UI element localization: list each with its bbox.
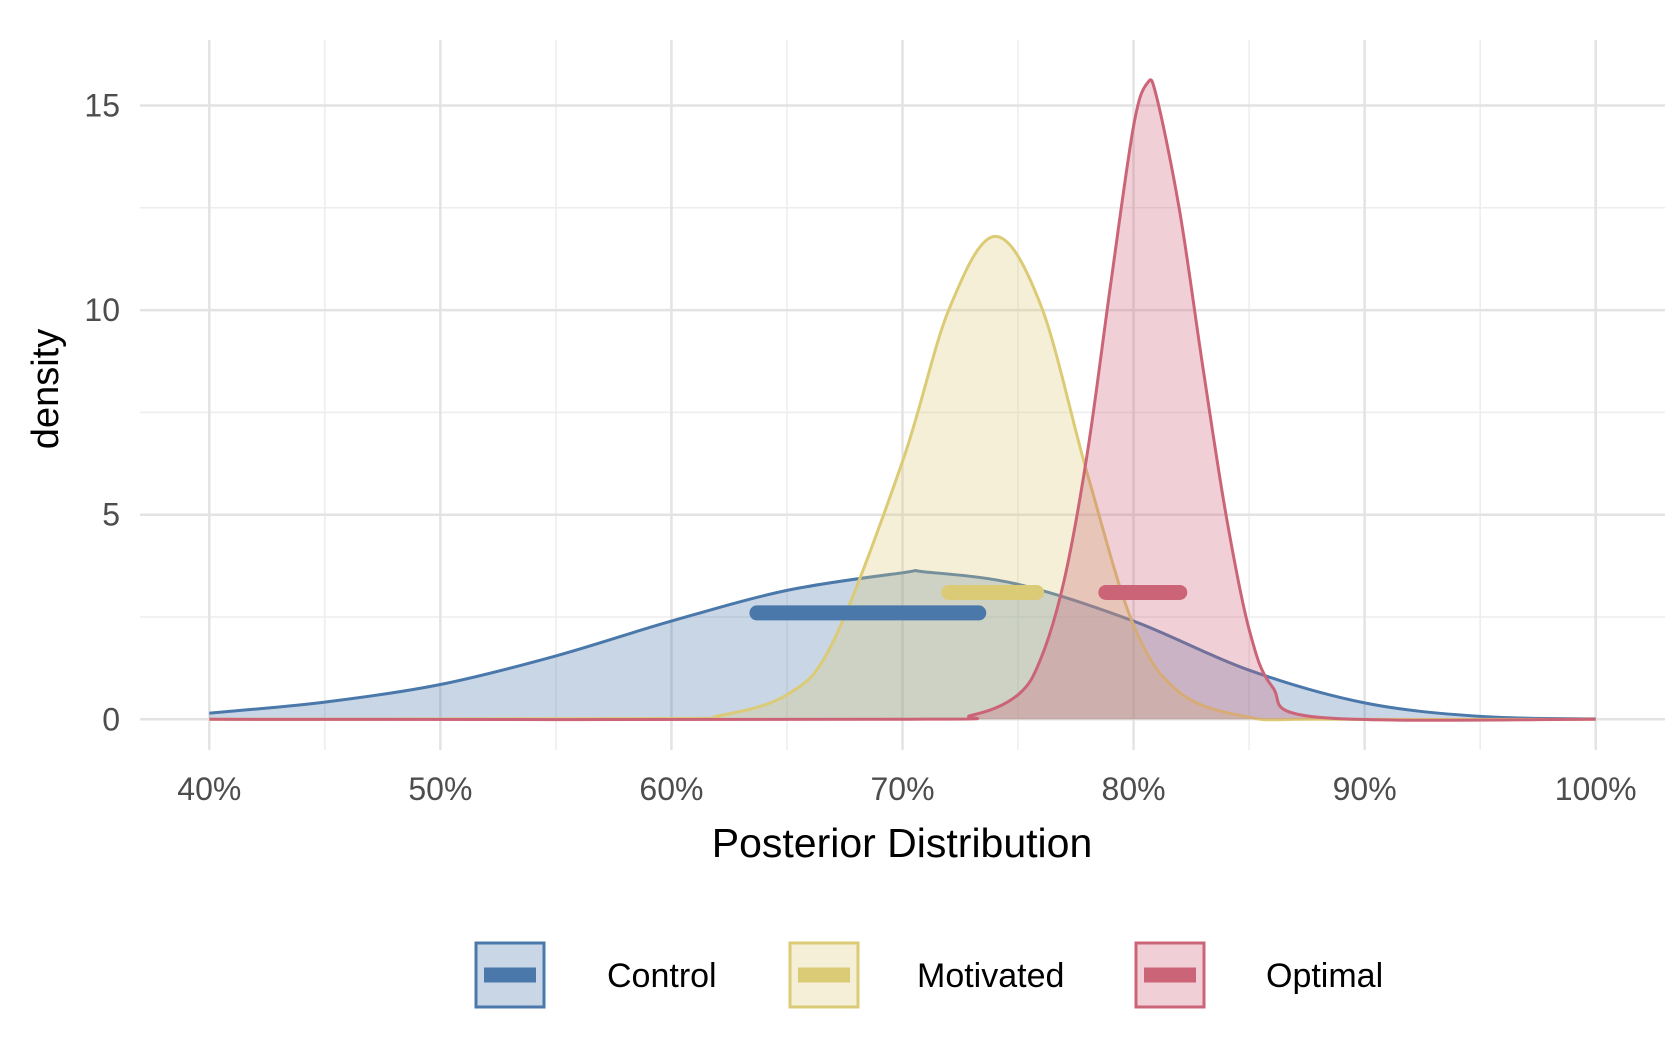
control-density-line	[209, 569, 1596, 721]
credible-intervals	[749, 584, 1188, 621]
control-density-area	[209, 570, 1596, 720]
y-tick-label: 10	[84, 292, 120, 328]
legend-item-control: Control	[474, 941, 717, 1009]
legend: Control Motivated Optimal	[474, 941, 1383, 1009]
y-tick-label: 5	[102, 497, 120, 533]
y-tick-label: 0	[102, 701, 120, 737]
y-axis-title: density	[25, 329, 67, 449]
y-tick-label: 15	[84, 87, 120, 123]
axes: 40% 50% 60% 70% 80% 90% 100% 0 5 10 15	[84, 87, 1636, 807]
density-areas	[209, 78, 1596, 722]
x-tick-label: 60%	[639, 771, 703, 807]
legend-label-control: Control	[607, 957, 717, 995]
x-axis-title: Posterior Distribution	[712, 820, 1093, 866]
x-tick-label: 90%	[1333, 771, 1397, 807]
optimal-density-line	[209, 78, 1596, 722]
motivated-density-area	[209, 236, 1596, 720]
x-tick-label: 50%	[408, 771, 472, 807]
legend-label-motivated: Motivated	[917, 957, 1064, 995]
legend-item-motivated: Motivated	[788, 941, 1064, 1009]
x-tick-label: 100%	[1555, 771, 1637, 807]
x-tick-label: 80%	[1102, 771, 1166, 807]
x-tick-label: 70%	[870, 771, 934, 807]
x-tick-label: 40%	[177, 771, 241, 807]
legend-item-optimal: Optimal	[1134, 941, 1383, 1009]
legend-label-optimal: Optimal	[1266, 957, 1383, 995]
